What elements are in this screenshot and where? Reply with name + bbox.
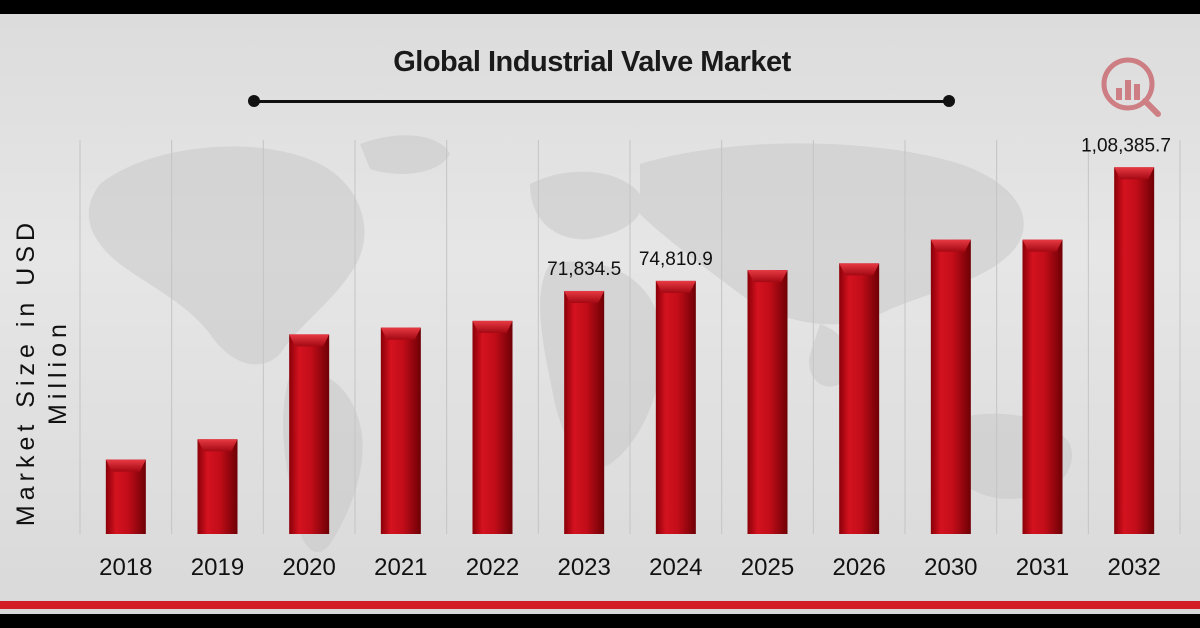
bar-2022 [472, 320, 513, 534]
bar-cap [472, 320, 513, 333]
bar-cap [380, 327, 421, 340]
title-underline [254, 100, 950, 103]
analytics-logo-icon [1101, 57, 1161, 117]
data-labels: 71,834.5 74,810.9 1,08,385.7 [547, 135, 1171, 280]
bar-body [1114, 167, 1155, 534]
x-tick-2030: 2030 [924, 554, 977, 581]
bar-cap [747, 270, 788, 283]
bar-body [472, 320, 513, 534]
bar-cap [289, 334, 330, 347]
bar-2024 [655, 280, 696, 534]
bar-cap [564, 290, 605, 303]
bar-body [1022, 239, 1063, 534]
bar-2032 [1114, 167, 1155, 534]
chart-title: Global Industrial Valve Market [393, 46, 791, 78]
bar-2031 [1022, 239, 1063, 534]
x-tick-2021: 2021 [374, 554, 427, 581]
bar-cap [930, 239, 971, 252]
bar-2021 [380, 327, 421, 534]
bar-cap [1022, 239, 1063, 252]
title-line-left-dot [248, 95, 260, 107]
bar-2026 [839, 263, 880, 534]
data-label-2032: 1,08,385.7 [1081, 135, 1171, 156]
bar-2018 [105, 459, 146, 534]
x-tick-2024: 2024 [649, 554, 702, 581]
x-tick-2025: 2025 [741, 554, 794, 581]
x-tick-2020: 2020 [282, 554, 335, 581]
bottom-accent-stripe [0, 601, 1200, 609]
x-tick-labels: 2018 2019 2020 2021 2022 2023 2024 2025 2026 2030… [99, 554, 1161, 581]
bar-body [197, 439, 238, 534]
bar-body [380, 327, 421, 534]
x-tick-2022: 2022 [466, 554, 519, 581]
x-tick-2026: 2026 [832, 554, 885, 581]
data-label-2023: 71,834.5 [547, 259, 621, 280]
bars [105, 167, 1155, 534]
bar-cap [839, 263, 880, 276]
bar-2020 [289, 334, 330, 534]
bar-body [105, 459, 146, 534]
bar-body [564, 290, 605, 534]
x-tick-2018: 2018 [99, 554, 152, 581]
bar-body [747, 270, 788, 534]
bar-body [930, 239, 971, 534]
title-line-right-dot [943, 95, 955, 107]
bar-cap [197, 439, 238, 452]
bar-cap [1114, 167, 1155, 180]
bar-2030 [930, 239, 971, 534]
bar-body [839, 263, 880, 534]
bar-body [289, 334, 330, 534]
x-tick-2023: 2023 [557, 554, 610, 581]
vertical-gridlines [79, 140, 1181, 534]
bar-cap [105, 459, 146, 472]
x-tick-2032: 2032 [1107, 554, 1160, 581]
x-tick-2031: 2031 [1016, 554, 1069, 581]
bar-cap [655, 280, 696, 293]
bar-2025 [747, 270, 788, 534]
bar-body [655, 280, 696, 534]
x-tick-2019: 2019 [191, 554, 244, 581]
data-label-2024: 74,810.9 [639, 249, 713, 270]
bar-2019 [197, 439, 238, 534]
bar-2023 [564, 290, 605, 534]
